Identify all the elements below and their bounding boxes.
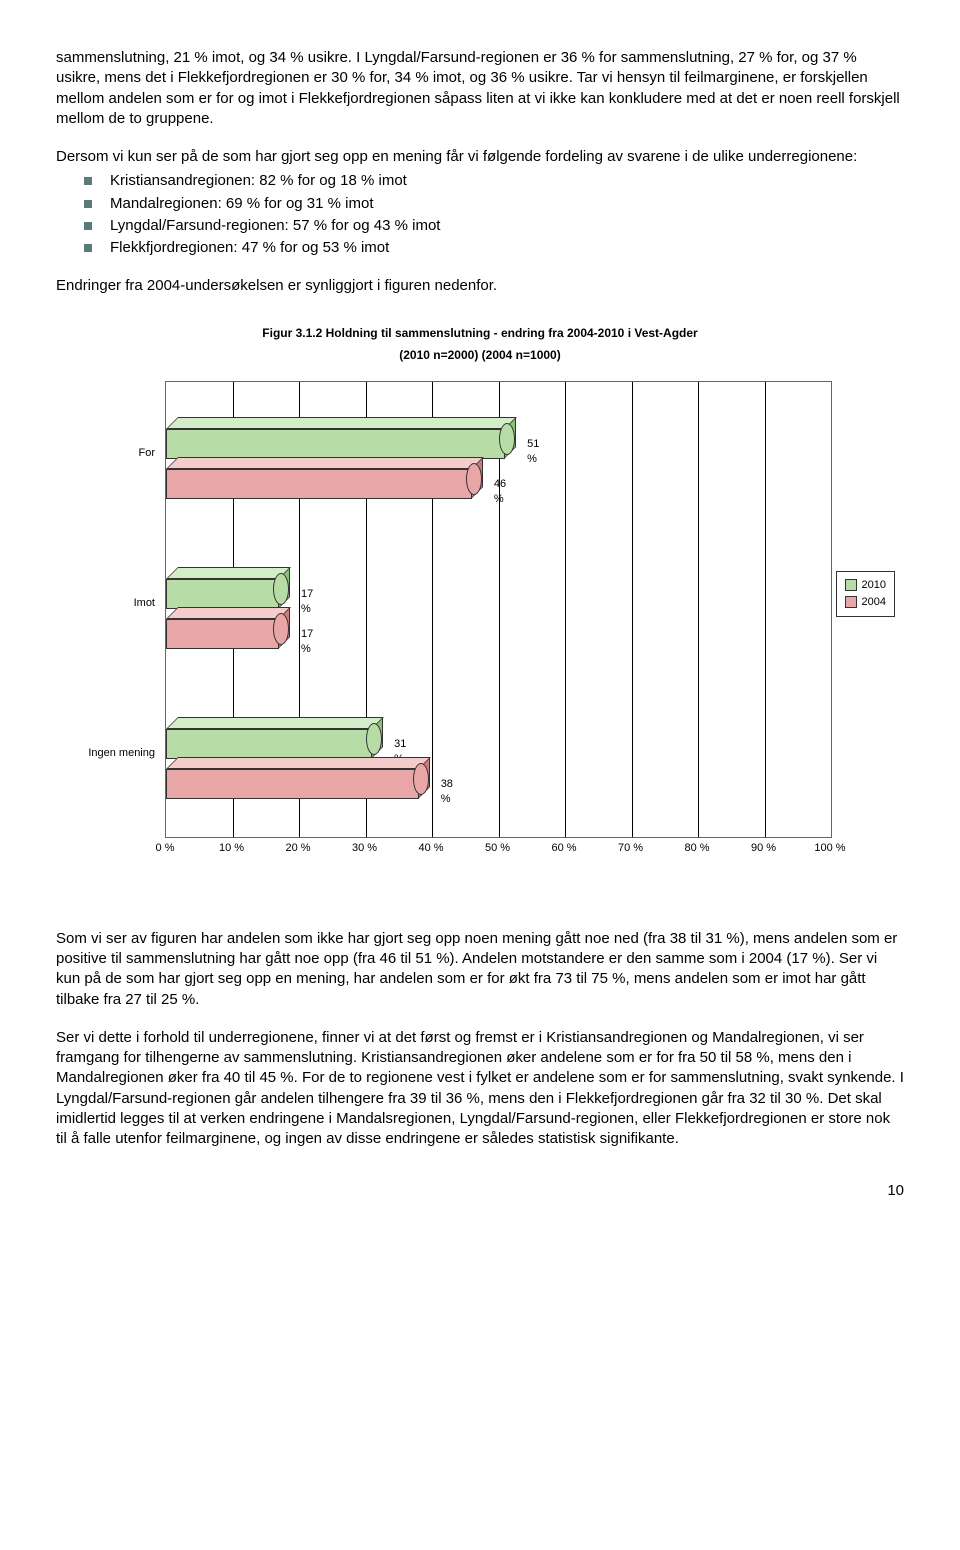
list-item-label: Flekkfjordregionen: 47 % for og 53 % imo… xyxy=(110,238,389,258)
paragraph-1: sammenslutning, 21 % imot, og 34 % usikr… xyxy=(56,48,904,129)
legend-swatch-icon xyxy=(845,579,857,591)
list-item-label: Lyngdal/Farsund-regionen: 57 % for og 43… xyxy=(110,216,440,236)
chart-gridline xyxy=(698,382,699,837)
chart-value-label: 51 % xyxy=(527,437,539,467)
chart-value-label: 46 % xyxy=(494,477,506,507)
list-item: Flekkfjordregionen: 47 % for og 53 % imo… xyxy=(84,238,904,258)
list-item: Mandalregionen: 69 % for og 31 % imot xyxy=(84,194,904,214)
list-item: Kristiansandregionen: 82 % for og 18 % i… xyxy=(84,171,904,191)
legend-item: 2004 xyxy=(845,595,886,610)
chart-x-tick: 60 % xyxy=(551,841,576,856)
chart-category-label: For xyxy=(139,446,156,461)
bullet-icon xyxy=(84,200,92,208)
bullet-icon xyxy=(84,222,92,230)
chart-x-tick: 70 % xyxy=(618,841,643,856)
chart-x-tick: 100 % xyxy=(814,841,845,856)
legend-label: 2010 xyxy=(862,578,886,593)
legend-label: 2004 xyxy=(862,595,886,610)
chart-gridline xyxy=(565,382,566,837)
chart-x-tick: 10 % xyxy=(219,841,244,856)
bullet-icon xyxy=(84,244,92,252)
bullet-list: Kristiansandregionen: 82 % for og 18 % i… xyxy=(56,171,904,258)
chart-gridline xyxy=(632,382,633,837)
list-item: Lyngdal/Farsund-regionen: 57 % for og 43… xyxy=(84,216,904,236)
bar-chart: 51 %46 %17 %17 %31 %38 % 20102004 0 %10 … xyxy=(70,381,890,901)
chart-x-tick: 20 % xyxy=(285,841,310,856)
page-number: 10 xyxy=(56,1181,904,1201)
list-item-label: Mandalregionen: 69 % for og 31 % imot xyxy=(110,194,374,214)
chart-gridline xyxy=(765,382,766,837)
chart-subtitle: (2010 n=2000) (2004 n=1000) xyxy=(56,347,904,363)
chart-x-tick: 90 % xyxy=(751,841,776,856)
chart-x-tick: 80 % xyxy=(684,841,709,856)
bullet-icon xyxy=(84,177,92,185)
legend-swatch-icon xyxy=(845,596,857,608)
legend-item: 2010 xyxy=(845,578,886,593)
chart-category-label: Ingen mening xyxy=(88,746,155,761)
paragraph-5: Ser vi dette i forhold til underregionen… xyxy=(56,1028,904,1150)
chart-title: Figur 3.1.2 Holdning til sammenslutning … xyxy=(56,325,904,341)
paragraph-4: Som vi ser av figuren har andelen som ik… xyxy=(56,929,904,1010)
chart-x-tick: 0 % xyxy=(156,841,175,856)
chart-category-label: Imot xyxy=(134,596,155,611)
chart-legend: 2010 2004 xyxy=(836,571,895,617)
chart-value-label: 38 % xyxy=(441,777,453,807)
chart-value-label: 17 % xyxy=(301,627,313,657)
paragraph-3: Endringer fra 2004-undersøkelsen er synl… xyxy=(56,276,904,296)
chart-x-tick: 30 % xyxy=(352,841,377,856)
chart-x-tick: 40 % xyxy=(418,841,443,856)
chart-x-tick: 50 % xyxy=(485,841,510,856)
paragraph-2-intro: Dersom vi kun ser på de som har gjort se… xyxy=(56,147,904,167)
list-item-label: Kristiansandregionen: 82 % for og 18 % i… xyxy=(110,171,407,191)
chart-value-label: 17 % xyxy=(301,587,313,617)
chart-plot-area: 51 %46 %17 %17 %31 %38 % xyxy=(165,381,832,838)
